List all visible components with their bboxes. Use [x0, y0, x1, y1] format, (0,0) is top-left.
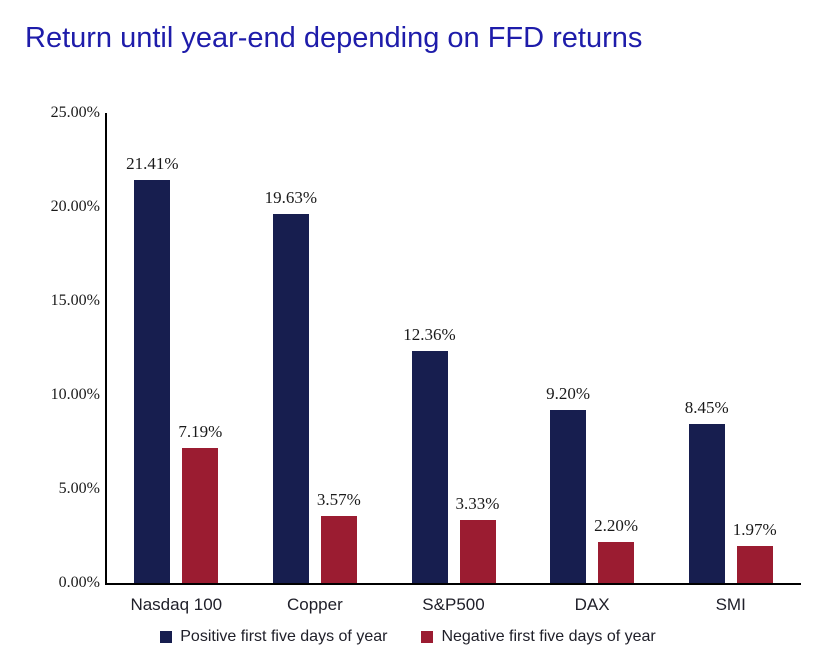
x-category-label: SMI: [715, 595, 746, 614]
bar: [272, 213, 309, 583]
bar-value-label: 12.36%: [403, 324, 456, 344]
bar-value-label: 1.97%: [732, 519, 777, 539]
bar-value-label: 3.57%: [316, 489, 361, 509]
bar-value-label: 7.19%: [178, 421, 223, 441]
bar: [411, 350, 448, 583]
bar: [598, 541, 635, 583]
bar: [550, 410, 587, 583]
bar: [134, 180, 171, 583]
bar-value-label: 8.45%: [684, 398, 729, 418]
x-category-label: Nasdaq 100: [130, 595, 223, 614]
bar-value-label: 9.20%: [546, 384, 591, 404]
x-category-label: Copper: [287, 595, 343, 614]
chart-title: Return until year-end depending on FFD r…: [25, 22, 643, 54]
x-axis-line: [105, 583, 801, 585]
legend-label: Negative first five days of year: [441, 628, 656, 645]
y-tick-label: 20.00%: [50, 198, 100, 215]
legend-swatch-icon: [421, 631, 434, 643]
bar-value-label: 19.63%: [264, 187, 318, 207]
y-tick-label: 0.00%: [58, 574, 100, 591]
y-tick-label: 5.00%: [58, 480, 100, 497]
y-tick-label: 25.00%: [50, 104, 100, 121]
y-tick-label: 10.00%: [50, 386, 100, 403]
legend-item: Positive first five days of year: [160, 627, 387, 647]
y-axis-line: [105, 113, 107, 585]
legend-swatch-icon: [160, 631, 173, 643]
bar: [736, 545, 773, 583]
legend: Positive first five days of year Negative…: [0, 627, 816, 647]
y-tick-label: 15.00%: [50, 292, 100, 309]
legend-item: Negative first five days of year: [421, 627, 656, 647]
x-category-label: DAX: [574, 595, 610, 614]
bar-value-label: 21.41%: [126, 154, 179, 174]
bar-value-label: 2.20%: [594, 515, 639, 535]
bar: [182, 447, 219, 583]
bar-value-label: 3.33%: [455, 494, 500, 514]
x-category-label: S&P500: [422, 595, 485, 614]
bar: [320, 515, 357, 583]
bar: [459, 520, 496, 583]
legend-label: Positive first five days of year: [180, 628, 388, 645]
bar: [688, 424, 725, 583]
